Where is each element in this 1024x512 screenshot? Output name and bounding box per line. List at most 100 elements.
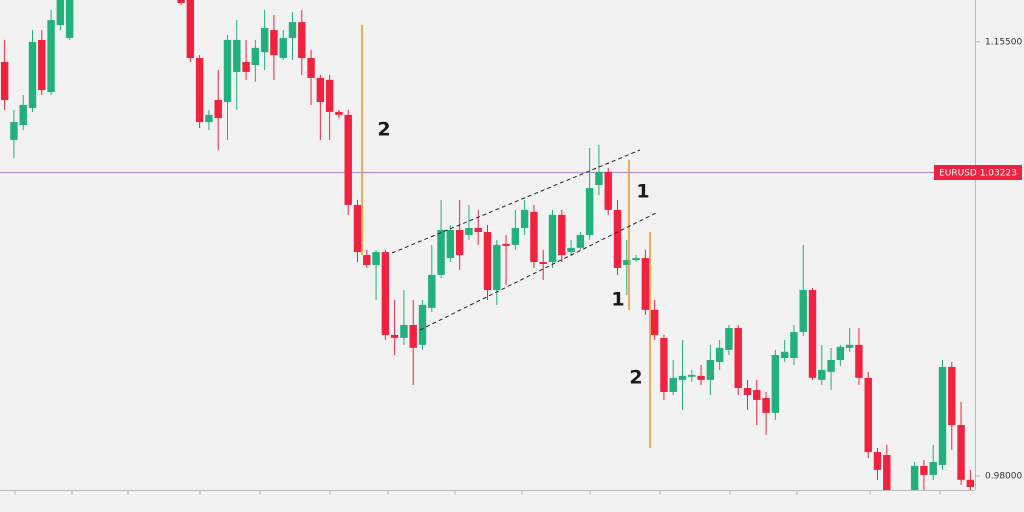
candle-body — [558, 214, 566, 256]
candle-body — [38, 39, 46, 91]
candle-body — [929, 461, 937, 475]
annotation: 2 — [629, 367, 642, 389]
candle-body — [864, 377, 872, 453]
candle-body — [808, 290, 817, 378]
candle-body — [818, 369, 826, 380]
annotation: 2 — [377, 119, 390, 141]
candle-body — [836, 346, 845, 360]
candle-body — [567, 247, 575, 253]
candle-body — [678, 375, 687, 380]
candle-body — [623, 260, 631, 265]
candle-body — [400, 325, 408, 338]
candle-body — [0, 62, 9, 100]
candle-body — [455, 229, 464, 256]
candle-body — [335, 111, 343, 115]
candle-body — [539, 261, 547, 264]
candle-body — [957, 424, 965, 480]
annotation: 1 — [636, 181, 649, 203]
candle-body — [47, 20, 55, 93]
candle-body — [233, 39, 241, 72]
candle-body — [688, 374, 696, 377]
candle-body — [753, 390, 761, 400]
candle-body — [762, 397, 770, 413]
candle-body — [604, 171, 612, 210]
price-label: EURUSD 1.03223 — [939, 169, 1017, 179]
candle-body — [372, 252, 380, 265]
annotation: 1 — [611, 289, 624, 311]
candle-body — [316, 77, 325, 102]
candle-body — [706, 359, 715, 380]
candle-body — [613, 209, 622, 268]
channel-lines — [391, 149, 659, 331]
candle-body — [827, 359, 835, 372]
candle-body — [920, 465, 928, 475]
candle-body — [734, 327, 742, 389]
y-tick-label: 1.15500 — [985, 37, 1022, 47]
candle-body — [697, 375, 705, 380]
candle-body — [585, 188, 594, 235]
candle-body — [632, 258, 640, 261]
price-label-box — [934, 165, 1022, 180]
candle-body — [307, 58, 315, 78]
candle-body — [511, 228, 520, 245]
candle-body — [790, 331, 798, 359]
candle-body — [845, 344, 854, 348]
candle-body — [948, 366, 956, 425]
candle-body — [344, 114, 352, 205]
candle-body — [483, 231, 492, 291]
candle-body — [251, 47, 260, 66]
candle-body — [260, 28, 269, 53]
candle-body — [205, 114, 213, 123]
candle-body — [65, 0, 74, 38]
candle-body — [19, 104, 27, 126]
candle-body — [548, 214, 557, 262]
candle-body — [966, 479, 975, 488]
candle-body — [195, 58, 204, 123]
candle-body — [660, 337, 668, 392]
candle-body — [242, 62, 250, 72]
candle-body — [353, 204, 362, 253]
candle-body — [938, 366, 947, 465]
candle-body — [363, 255, 371, 265]
candle-body — [325, 79, 334, 112]
candle-body — [641, 258, 650, 310]
candle-body — [576, 234, 585, 248]
candles — [0, 0, 975, 490]
candle-body — [10, 122, 18, 140]
candle-body — [493, 244, 501, 291]
candle-body — [288, 22, 297, 38]
candle-body — [418, 304, 427, 345]
candle-body — [502, 243, 510, 246]
candle-body — [279, 37, 287, 59]
candle-body — [650, 309, 659, 335]
candle-body — [474, 228, 482, 232]
candle-body — [530, 211, 538, 262]
candle-body — [799, 290, 807, 332]
candle-body — [446, 229, 455, 259]
candle-body — [409, 325, 417, 348]
candle-body — [910, 465, 919, 490]
candle-body — [465, 228, 473, 235]
candle-body — [186, 0, 195, 59]
candle-body — [883, 455, 891, 490]
range-markers — [361, 25, 651, 448]
candle-body — [725, 327, 733, 350]
x-axis-ticks — [14, 490, 941, 495]
candle-body — [381, 252, 390, 335]
candle-body — [270, 30, 278, 56]
y-tick-label: 0.98000 — [985, 472, 1022, 482]
candle-body — [743, 388, 752, 395]
candle-body — [780, 351, 789, 359]
candle-body — [715, 347, 724, 362]
candle-body — [56, 0, 65, 26]
candle-body — [873, 452, 882, 470]
candle-body — [771, 355, 780, 413]
candle-body — [669, 377, 677, 392]
candle-body — [855, 344, 863, 378]
candle-body — [520, 209, 529, 229]
candle-body — [428, 274, 436, 308]
candle-body — [214, 99, 222, 119]
